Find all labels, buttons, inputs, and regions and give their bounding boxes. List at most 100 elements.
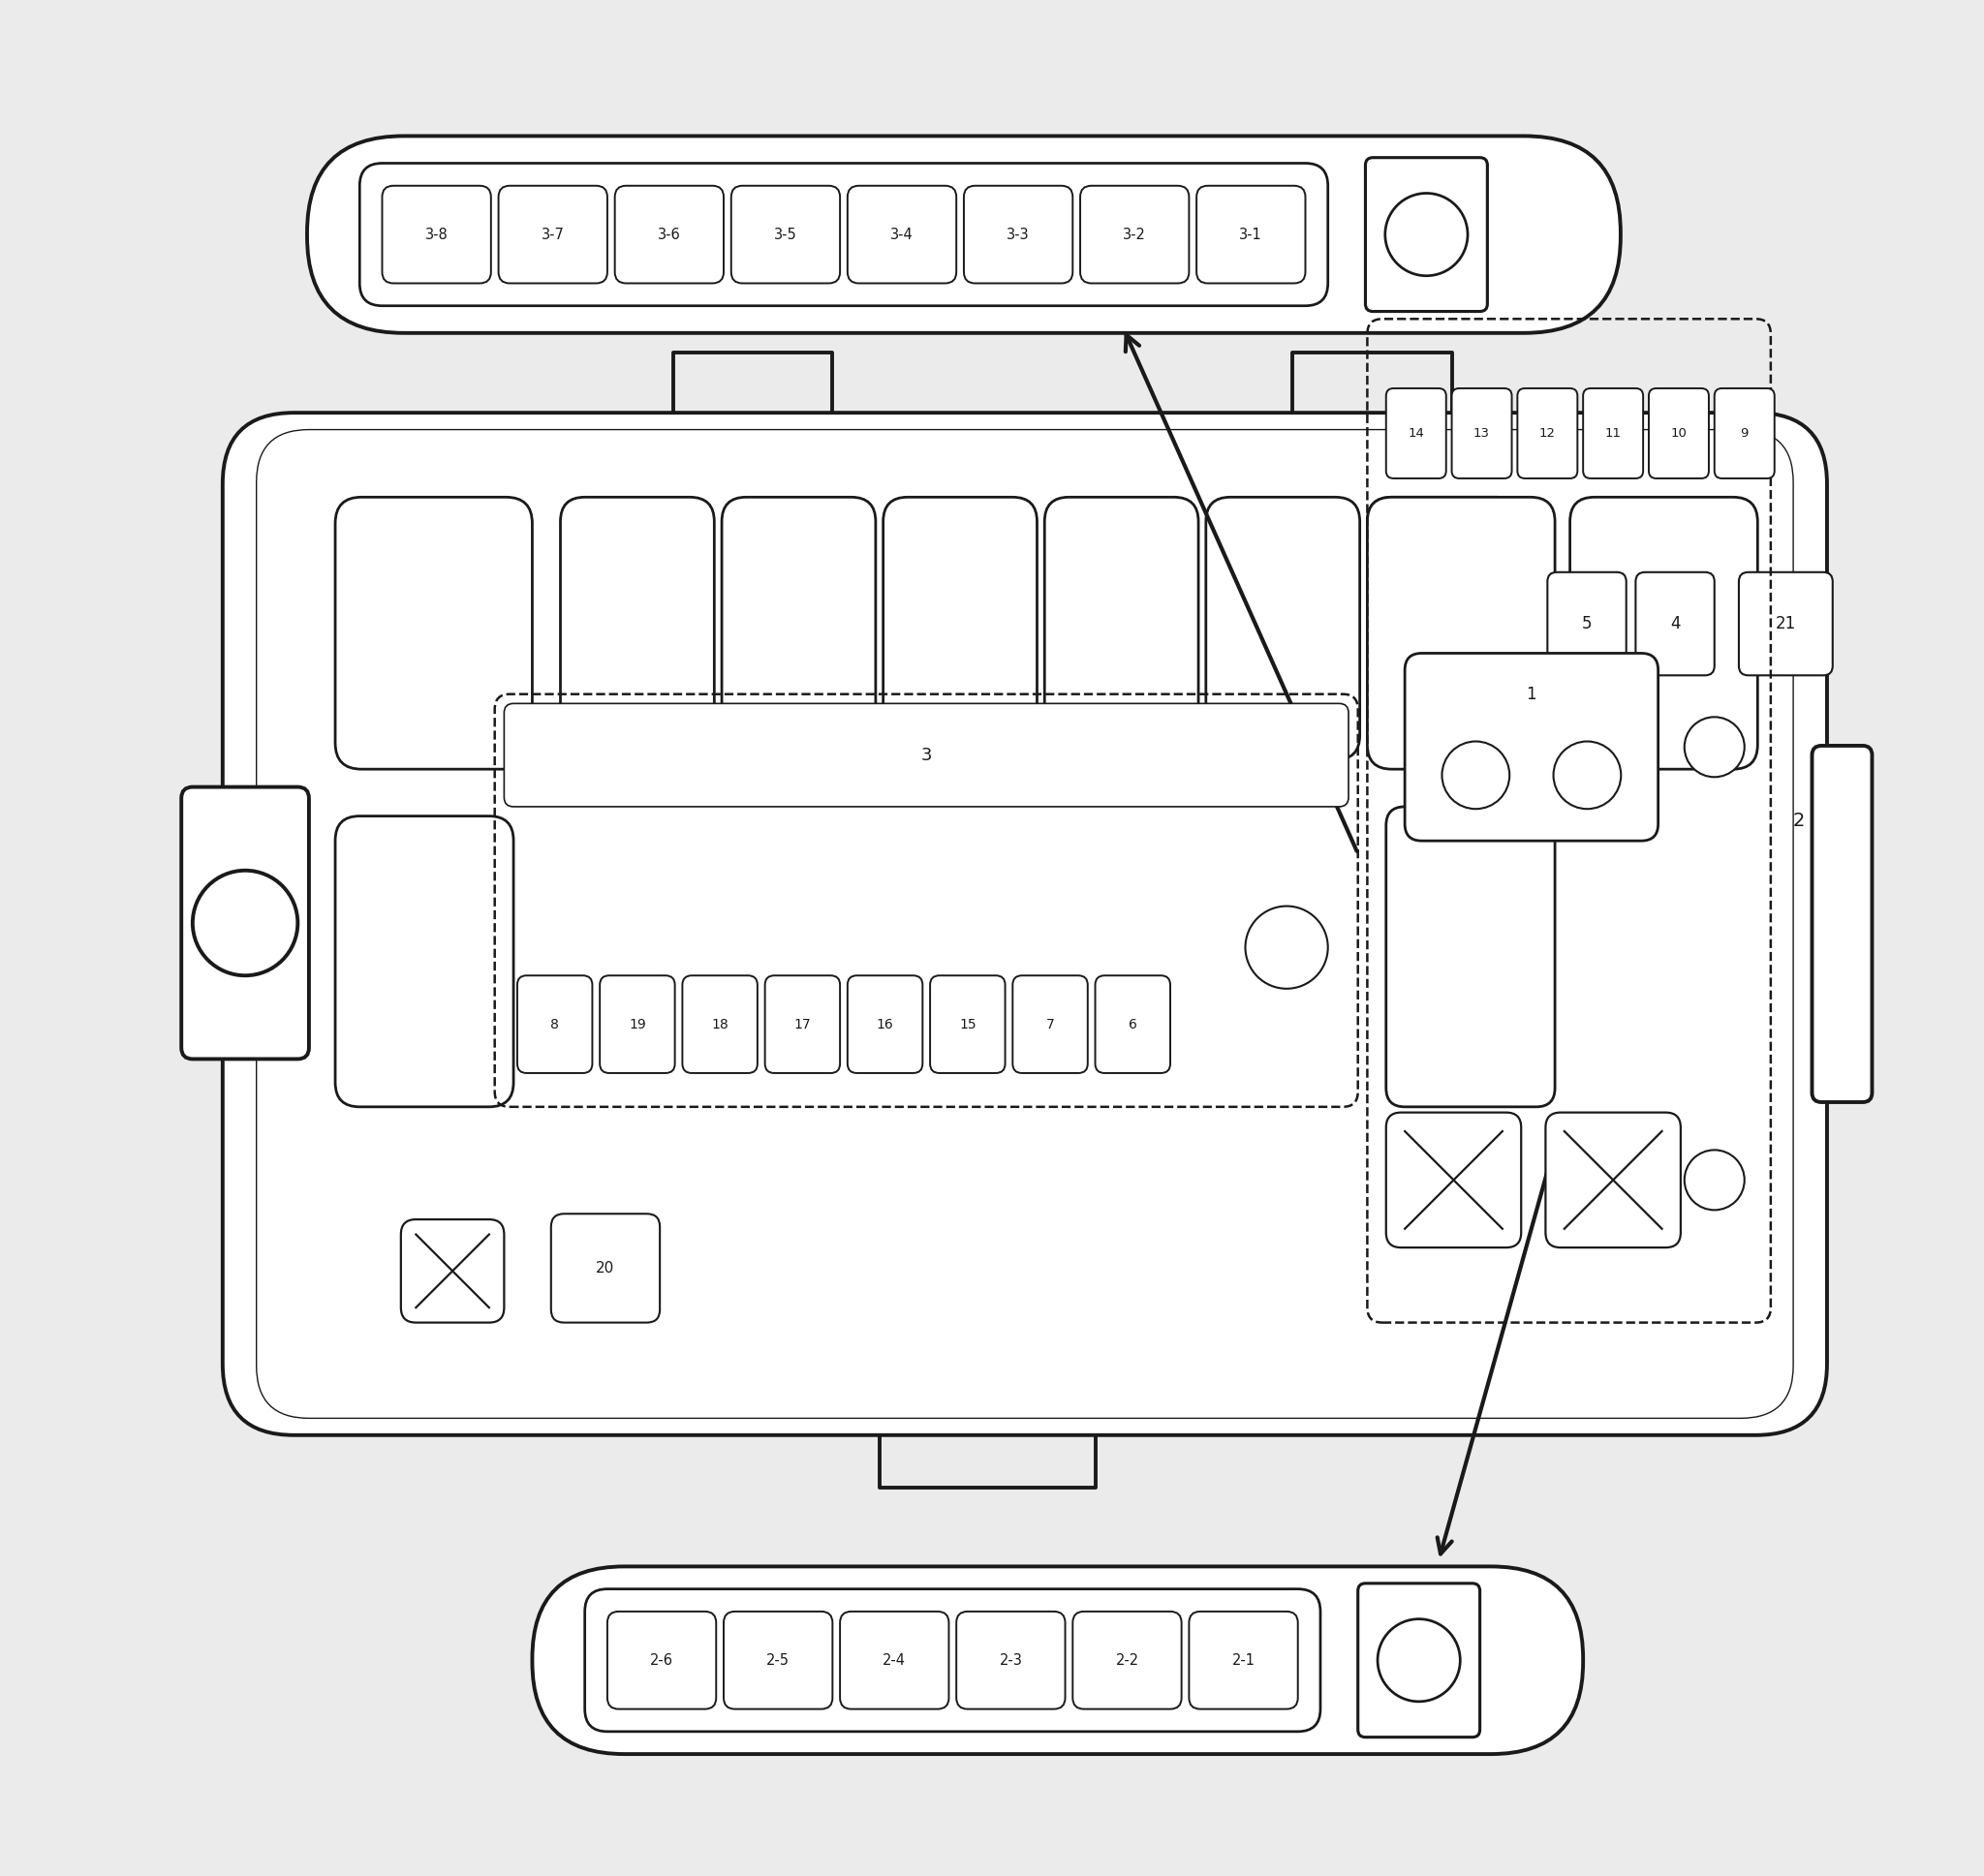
FancyBboxPatch shape <box>1365 158 1488 311</box>
Text: 3-5: 3-5 <box>774 227 798 242</box>
FancyBboxPatch shape <box>930 976 1006 1073</box>
FancyBboxPatch shape <box>883 497 1038 760</box>
FancyBboxPatch shape <box>1452 388 1512 478</box>
FancyBboxPatch shape <box>1405 653 1659 840</box>
Text: 10: 10 <box>1671 428 1686 439</box>
Text: 12: 12 <box>1540 428 1555 439</box>
FancyBboxPatch shape <box>682 976 758 1073</box>
FancyBboxPatch shape <box>1073 1611 1182 1709</box>
FancyBboxPatch shape <box>1012 976 1087 1073</box>
FancyBboxPatch shape <box>1206 497 1359 760</box>
Text: 3: 3 <box>921 747 932 764</box>
Text: 3-2: 3-2 <box>1123 227 1147 242</box>
Text: 20: 20 <box>595 1261 615 1276</box>
FancyBboxPatch shape <box>1546 1112 1680 1248</box>
Circle shape <box>1684 1150 1744 1210</box>
FancyBboxPatch shape <box>1367 497 1555 769</box>
FancyBboxPatch shape <box>1367 497 1522 760</box>
Text: 8: 8 <box>550 1017 559 1032</box>
FancyBboxPatch shape <box>724 1611 833 1709</box>
Text: 14: 14 <box>1409 428 1425 439</box>
FancyBboxPatch shape <box>732 186 839 283</box>
Circle shape <box>192 870 298 976</box>
Text: 13: 13 <box>1474 428 1490 439</box>
Text: 15: 15 <box>958 1017 976 1032</box>
FancyBboxPatch shape <box>722 497 875 760</box>
Text: 1: 1 <box>1526 687 1538 704</box>
FancyBboxPatch shape <box>532 1566 1583 1754</box>
FancyBboxPatch shape <box>1387 388 1446 478</box>
FancyBboxPatch shape <box>1569 497 1758 769</box>
Circle shape <box>1684 717 1744 777</box>
Text: 4: 4 <box>1671 615 1680 632</box>
Text: 3-7: 3-7 <box>542 227 565 242</box>
Text: 2-5: 2-5 <box>766 1653 790 1668</box>
FancyBboxPatch shape <box>1387 1112 1522 1248</box>
FancyBboxPatch shape <box>1811 745 1873 1101</box>
Text: 3-4: 3-4 <box>891 227 913 242</box>
FancyBboxPatch shape <box>222 413 1827 1435</box>
Circle shape <box>1246 906 1327 989</box>
Text: 3-3: 3-3 <box>1006 227 1030 242</box>
Text: 16: 16 <box>877 1017 893 1032</box>
FancyBboxPatch shape <box>335 497 532 769</box>
Text: 2-4: 2-4 <box>883 1653 907 1668</box>
Text: 3-1: 3-1 <box>1240 227 1262 242</box>
FancyBboxPatch shape <box>615 186 724 283</box>
FancyBboxPatch shape <box>1635 572 1714 675</box>
FancyBboxPatch shape <box>1079 186 1188 283</box>
FancyBboxPatch shape <box>552 1214 661 1323</box>
FancyBboxPatch shape <box>964 186 1073 283</box>
FancyBboxPatch shape <box>1188 1611 1298 1709</box>
FancyBboxPatch shape <box>839 1611 948 1709</box>
FancyBboxPatch shape <box>1714 388 1774 478</box>
FancyBboxPatch shape <box>599 976 675 1073</box>
FancyBboxPatch shape <box>1583 388 1643 478</box>
Circle shape <box>1553 741 1621 809</box>
Text: 6: 6 <box>1129 1017 1137 1032</box>
FancyBboxPatch shape <box>847 976 923 1073</box>
FancyBboxPatch shape <box>607 1611 716 1709</box>
Text: 21: 21 <box>1776 615 1796 632</box>
FancyBboxPatch shape <box>1387 807 1555 1107</box>
Circle shape <box>1385 193 1468 276</box>
FancyBboxPatch shape <box>559 497 714 760</box>
Text: 9: 9 <box>1740 428 1748 439</box>
FancyBboxPatch shape <box>308 137 1621 332</box>
Text: 5: 5 <box>1581 615 1591 632</box>
FancyBboxPatch shape <box>1518 388 1577 478</box>
Circle shape <box>1377 1619 1460 1702</box>
FancyBboxPatch shape <box>518 976 593 1073</box>
FancyBboxPatch shape <box>401 1219 504 1323</box>
FancyBboxPatch shape <box>504 704 1349 807</box>
FancyBboxPatch shape <box>847 186 956 283</box>
Text: 2-2: 2-2 <box>1115 1653 1139 1668</box>
Text: 17: 17 <box>794 1017 811 1032</box>
Text: 7: 7 <box>1046 1017 1054 1032</box>
Text: 19: 19 <box>629 1017 647 1032</box>
Text: 2-3: 2-3 <box>1000 1653 1022 1668</box>
Circle shape <box>1442 741 1510 809</box>
Text: 18: 18 <box>712 1017 728 1032</box>
FancyBboxPatch shape <box>181 788 310 1058</box>
FancyBboxPatch shape <box>359 163 1327 306</box>
FancyBboxPatch shape <box>498 186 607 283</box>
FancyBboxPatch shape <box>956 1611 1065 1709</box>
FancyBboxPatch shape <box>1738 572 1833 675</box>
FancyBboxPatch shape <box>585 1589 1321 1732</box>
FancyBboxPatch shape <box>766 976 839 1073</box>
FancyBboxPatch shape <box>1548 572 1627 675</box>
FancyBboxPatch shape <box>1196 186 1305 283</box>
Text: 2-6: 2-6 <box>651 1653 673 1668</box>
Text: 3-8: 3-8 <box>425 227 448 242</box>
Text: 2: 2 <box>1794 812 1805 829</box>
FancyBboxPatch shape <box>335 816 514 1107</box>
Text: 3-6: 3-6 <box>659 227 681 242</box>
FancyBboxPatch shape <box>1357 1583 1480 1737</box>
FancyBboxPatch shape <box>383 186 490 283</box>
FancyBboxPatch shape <box>1095 976 1171 1073</box>
Text: 2-1: 2-1 <box>1232 1653 1256 1668</box>
FancyBboxPatch shape <box>1649 388 1708 478</box>
FancyBboxPatch shape <box>1044 497 1198 760</box>
Text: 11: 11 <box>1605 428 1621 439</box>
